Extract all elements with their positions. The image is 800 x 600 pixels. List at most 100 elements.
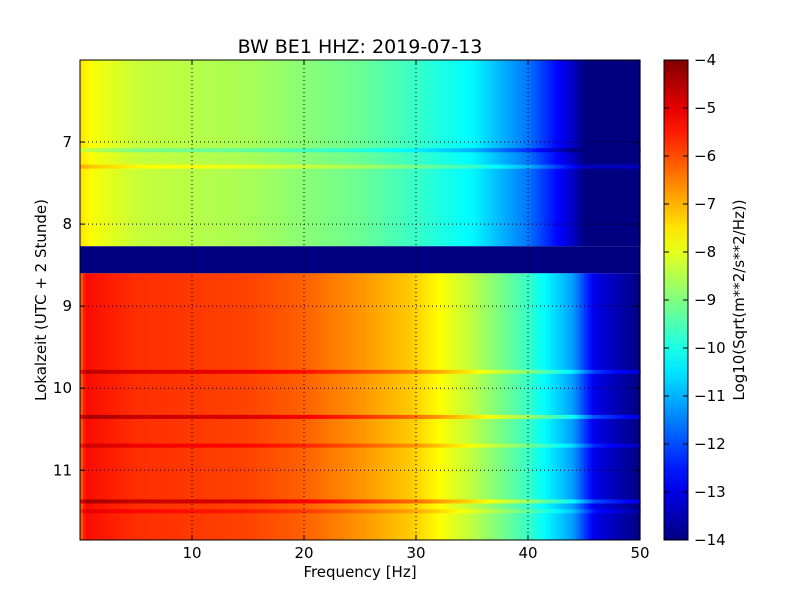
heatmap-band-cell (315, 443, 319, 448)
heatmap-band-cell (567, 499, 571, 504)
heatmap-band-cell (427, 414, 431, 419)
heatmap-cell (553, 60, 557, 247)
heatmap-band-cell (217, 443, 221, 448)
heatmap-band-cell (348, 509, 353, 514)
heatmap-band-cell (494, 443, 498, 448)
heatmap-band-cell (404, 443, 409, 448)
heatmap-band-cell (460, 499, 465, 504)
heatmap-band-cell (547, 443, 551, 448)
heatmap-band-cell (295, 509, 299, 514)
heatmap-band-cell (278, 499, 283, 504)
heatmap-band-cell (110, 369, 115, 374)
heatmap-band-cell (469, 443, 473, 448)
heatmap-band-cell (623, 369, 627, 374)
heatmap-band-cell (281, 414, 285, 419)
heatmap-band-cell (553, 164, 557, 169)
heatmap-cell (390, 60, 395, 247)
heatmap-band-cell (631, 443, 635, 448)
heatmap-band-cell (432, 509, 437, 514)
heatmap-band-cell (105, 443, 109, 448)
heatmap-band-cell (239, 509, 243, 514)
heatmap-cell (292, 273, 297, 540)
heatmap-band-cell (519, 164, 523, 169)
heatmap-cell (572, 273, 577, 540)
heatmap-band-cell (164, 148, 168, 153)
heatmap-cell (446, 60, 451, 247)
heatmap-band-cell (127, 443, 131, 448)
heatmap-cell (514, 60, 518, 247)
heatmap-band-cell (365, 414, 369, 419)
heatmap-band-cell (620, 443, 624, 448)
heatmap-band-cell (502, 164, 507, 169)
heatmap-band-cell (441, 164, 445, 169)
heatmap-band-cell (438, 148, 442, 153)
heatmap-band-cell (572, 148, 577, 153)
heatmap-band-cell (306, 164, 311, 169)
heatmap-band-cell (519, 499, 523, 504)
heatmap-band-cell (634, 414, 638, 419)
heatmap-cell (438, 273, 442, 540)
heatmap-band-cell (206, 509, 210, 514)
heatmap-band-cell (122, 164, 126, 169)
heatmap-band-cell (270, 369, 274, 374)
heatmap-band-cell (245, 414, 249, 419)
heatmap-band-cell (108, 164, 112, 169)
heatmap-band-cell (343, 509, 347, 514)
heatmap-cell (528, 273, 532, 540)
heatmap-band-cell (486, 148, 490, 153)
heatmap-band-cell (96, 414, 101, 419)
heatmap-band-cell (82, 369, 87, 374)
heatmap-band-cell (208, 499, 213, 504)
heatmap-band-cell (508, 509, 512, 514)
heatmap-cell (262, 273, 266, 540)
heatmap-band-cell (354, 164, 358, 169)
heatmap-cell (346, 60, 350, 247)
heatmap-cell (631, 273, 635, 540)
heatmap-band-cell (150, 443, 154, 448)
heatmap-cell (80, 273, 84, 540)
heatmap-band-cell (561, 443, 565, 448)
heatmap-cell (158, 273, 162, 540)
heatmap-band-cell (155, 443, 159, 448)
heatmap-band-cell (138, 414, 143, 419)
heatmap-band-cell (158, 499, 162, 504)
heatmap-band-cell (609, 499, 613, 504)
heatmap-band-cell (446, 164, 451, 169)
heatmap-cell (592, 60, 596, 247)
heatmap-band-cell (273, 148, 277, 153)
heatmap-band-cell (169, 369, 173, 374)
heatmap-cell (242, 60, 246, 247)
heatmap-band-cell (388, 414, 392, 419)
heatmap-cell (183, 273, 187, 540)
heatmap-band-cell (150, 499, 154, 504)
heatmap-band-cell (444, 443, 448, 448)
heatmap-band-cell (105, 414, 109, 419)
heatmap-band-cell (522, 499, 526, 504)
heatmap-band-cell (581, 509, 585, 514)
heatmap-cell (584, 60, 588, 247)
heatmap-band-cell (589, 164, 593, 169)
heatmap-band-cell (430, 443, 434, 448)
heatmap-band-cell (116, 369, 120, 374)
heatmap-cell (94, 273, 98, 540)
heatmap-band-cell (318, 509, 322, 514)
heatmap-band-cell (94, 369, 98, 374)
heatmap-band-cell (99, 414, 103, 419)
heatmap-cell (141, 60, 145, 247)
heatmap-cell (228, 60, 232, 247)
heatmap-band-cell (595, 414, 599, 419)
heatmap-band-cell (421, 509, 425, 514)
heatmap-band-cell (329, 369, 333, 374)
heatmap-band-cell (161, 443, 165, 448)
heatmap-band-cell (592, 164, 596, 169)
heatmap-cell (264, 60, 269, 247)
heatmap-band-cell (172, 443, 176, 448)
heatmap-band-cell (256, 509, 260, 514)
heatmap-band-cell (290, 164, 294, 169)
heatmap-band-cell (514, 414, 518, 419)
heatmap-band-cell (631, 148, 635, 153)
heatmap-band-cell (239, 164, 243, 169)
heatmap-band-cell (494, 369, 498, 374)
heatmap-band-cell (432, 148, 437, 153)
heatmap-band-cell (343, 164, 347, 169)
